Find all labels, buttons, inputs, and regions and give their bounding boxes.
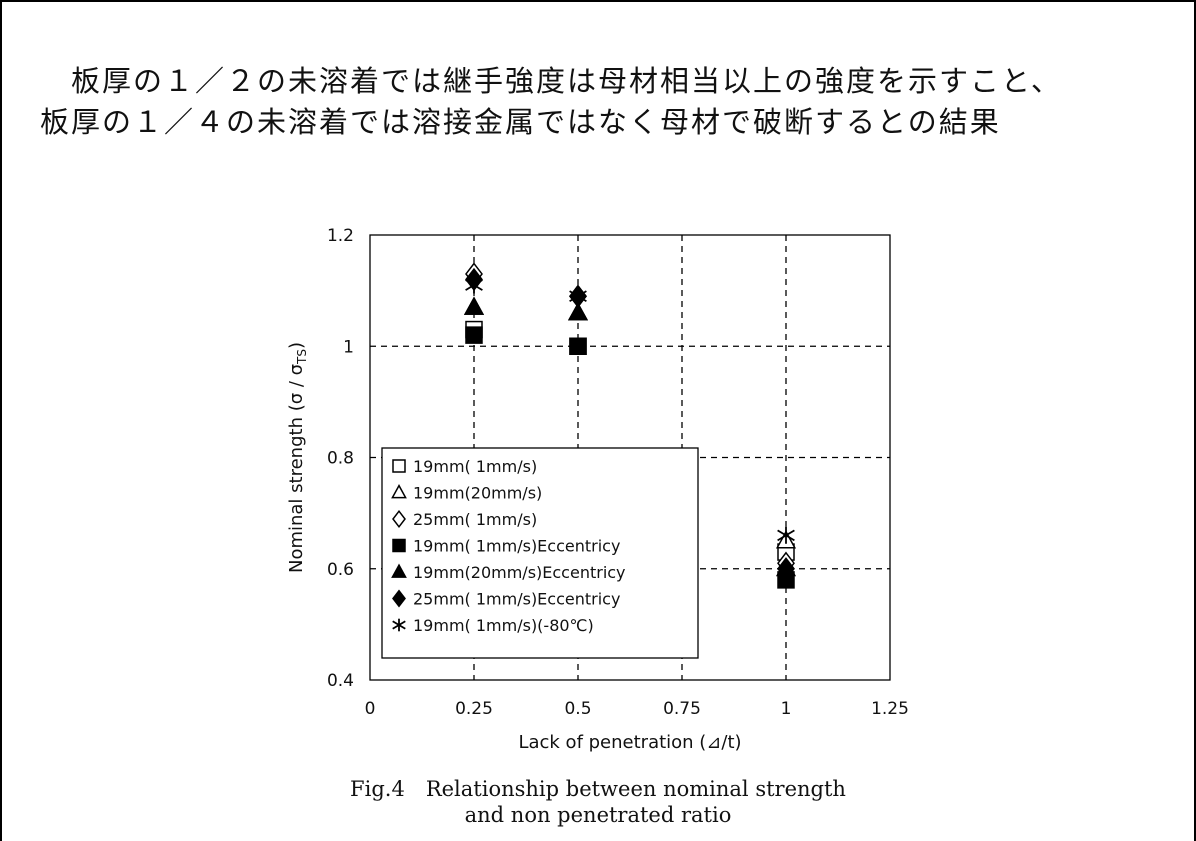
- data-point-series-6: [777, 557, 795, 581]
- x-tick-label: 0.5: [564, 699, 591, 719]
- legend-entry-label: 19mm( 1mm/s)(-80℃): [413, 616, 594, 635]
- data-point-series-7: [777, 526, 795, 544]
- y-tick-label: 1: [343, 337, 354, 357]
- legend-marker: [391, 563, 407, 578]
- asterisk-stroke: [777, 529, 795, 542]
- x-axis-label: Lack of penetration (⊿/t): [518, 732, 741, 753]
- y-axis-label: Nominal strength (σ / σTS): [286, 342, 309, 573]
- figure-caption-line-2: and non penetrated ratio: [464, 803, 732, 827]
- x-tick-label: 1: [781, 699, 792, 719]
- legend-box: [381, 447, 699, 659]
- data-point-series-5: [567, 302, 589, 321]
- data-point-series-4: [569, 337, 587, 355]
- y-axis-label-subscript: TS: [295, 349, 309, 365]
- legend-entry-label: 19mm(20mm/s): [413, 484, 542, 503]
- data-point-series-7: [569, 287, 587, 305]
- legend-entry-label: 25mm( 1mm/s)Eccentricy: [413, 590, 620, 609]
- legend-marker: [392, 618, 406, 632]
- legend-marker: [392, 459, 406, 473]
- x-tick-label: 0.75: [663, 699, 701, 719]
- legend-marker: [392, 589, 406, 608]
- asterisk-stroke: [465, 279, 483, 291]
- y-tick-label: 1.2: [327, 226, 354, 246]
- legend-entry-label: 19mm( 1mm/s): [413, 457, 537, 476]
- plot-area-frame: [369, 234, 891, 681]
- headline-line-2: 板厚の１／４の未溶着では溶接金属ではなく母材で破断するとの結果: [40, 105, 1001, 139]
- x-tick-label: 0.25: [455, 699, 493, 719]
- legend-entry-label: 19mm( 1mm/s)Eccentricy: [413, 537, 620, 556]
- legend-entry-label: 19mm(20mm/s)Eccentricy: [413, 563, 626, 582]
- y-tick-label: 0.8: [327, 449, 354, 469]
- data-point-series-7: [465, 276, 483, 294]
- legend-marker: [391, 484, 407, 499]
- data-point-series-4: [465, 326, 483, 344]
- legend-entry-label: 25mm( 1mm/s): [413, 510, 537, 529]
- figure-caption-line-1: Fig.4 Relationship between nominal stren…: [350, 777, 846, 801]
- y-tick-label: 0.4: [327, 671, 354, 691]
- legend-marker: [392, 509, 406, 529]
- x-tick-label: 0: [365, 699, 376, 719]
- asterisk-stroke: [392, 620, 406, 630]
- data-point-series-5: [463, 296, 485, 315]
- headline-line-1: 板厚の１／２の未溶着では継手強度は母材相当以上の強度を示すこと、: [40, 64, 1062, 98]
- y-axis-label-end: ): [286, 342, 307, 349]
- asterisk-stroke: [569, 290, 587, 302]
- legend-marker: [392, 538, 406, 553]
- y-tick-label: 0.6: [327, 560, 354, 580]
- x-tick-label: 1.25: [871, 699, 909, 719]
